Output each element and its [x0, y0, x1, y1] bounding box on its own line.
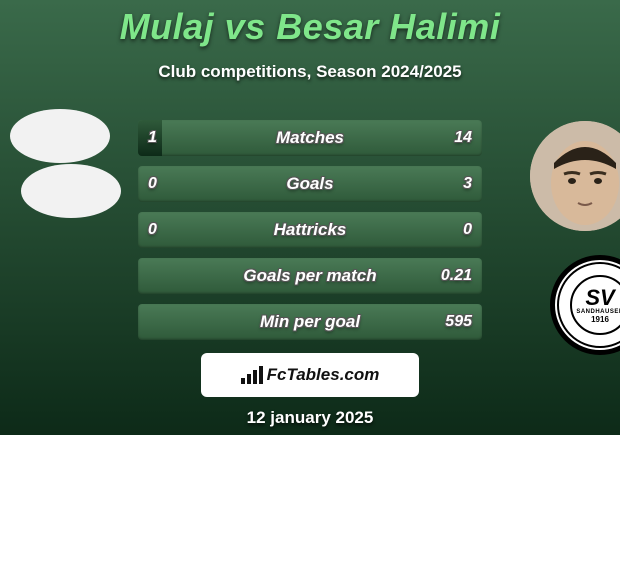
stat-right-value: 595 [445, 304, 472, 340]
stat-label: Goals [138, 166, 482, 202]
badge-year: 1916 [576, 315, 620, 324]
stat-label: Goals per match [138, 258, 482, 294]
stat-label: Min per goal [138, 304, 482, 340]
stat-row: Goals per match0.21 [138, 258, 482, 294]
stat-right-value: 3 [463, 166, 472, 202]
bars-icon [241, 366, 263, 384]
club-right-badge: SV SANDHAUSEN 1916 [550, 255, 620, 355]
badge-club-name: SANDHAUSEN [576, 309, 620, 315]
fctables-brand[interactable]: FcTables.com [201, 353, 419, 397]
date-text: 12 january 2025 [0, 408, 620, 428]
stat-label: Hattricks [138, 212, 482, 248]
stat-right-value: 0 [463, 212, 472, 248]
brand-text: FcTables.com [267, 365, 380, 385]
page-title: Mulaj vs Besar Halimi [0, 6, 620, 48]
stat-row: Min per goal595 [138, 304, 482, 340]
club-left-badge [21, 164, 121, 218]
club-right-badge-inner: SV SANDHAUSEN 1916 [556, 261, 620, 349]
stat-bars: 1Matches140Goals30Hattricks0Goals per ma… [138, 120, 482, 350]
stat-label: Matches [138, 120, 482, 156]
stat-right-value: 0.21 [441, 258, 472, 294]
stat-row: 0Hattricks0 [138, 212, 482, 248]
player-left-avatar [10, 109, 110, 163]
badge-sv-text: SV [576, 287, 620, 309]
subtitle: Club competitions, Season 2024/2025 [0, 62, 620, 82]
stat-row: 1Matches14 [138, 120, 482, 156]
stat-row: 0Goals3 [138, 166, 482, 202]
stat-right-value: 14 [454, 120, 472, 156]
comparison-card: Mulaj vs Besar Halimi Club competitions,… [0, 0, 620, 435]
